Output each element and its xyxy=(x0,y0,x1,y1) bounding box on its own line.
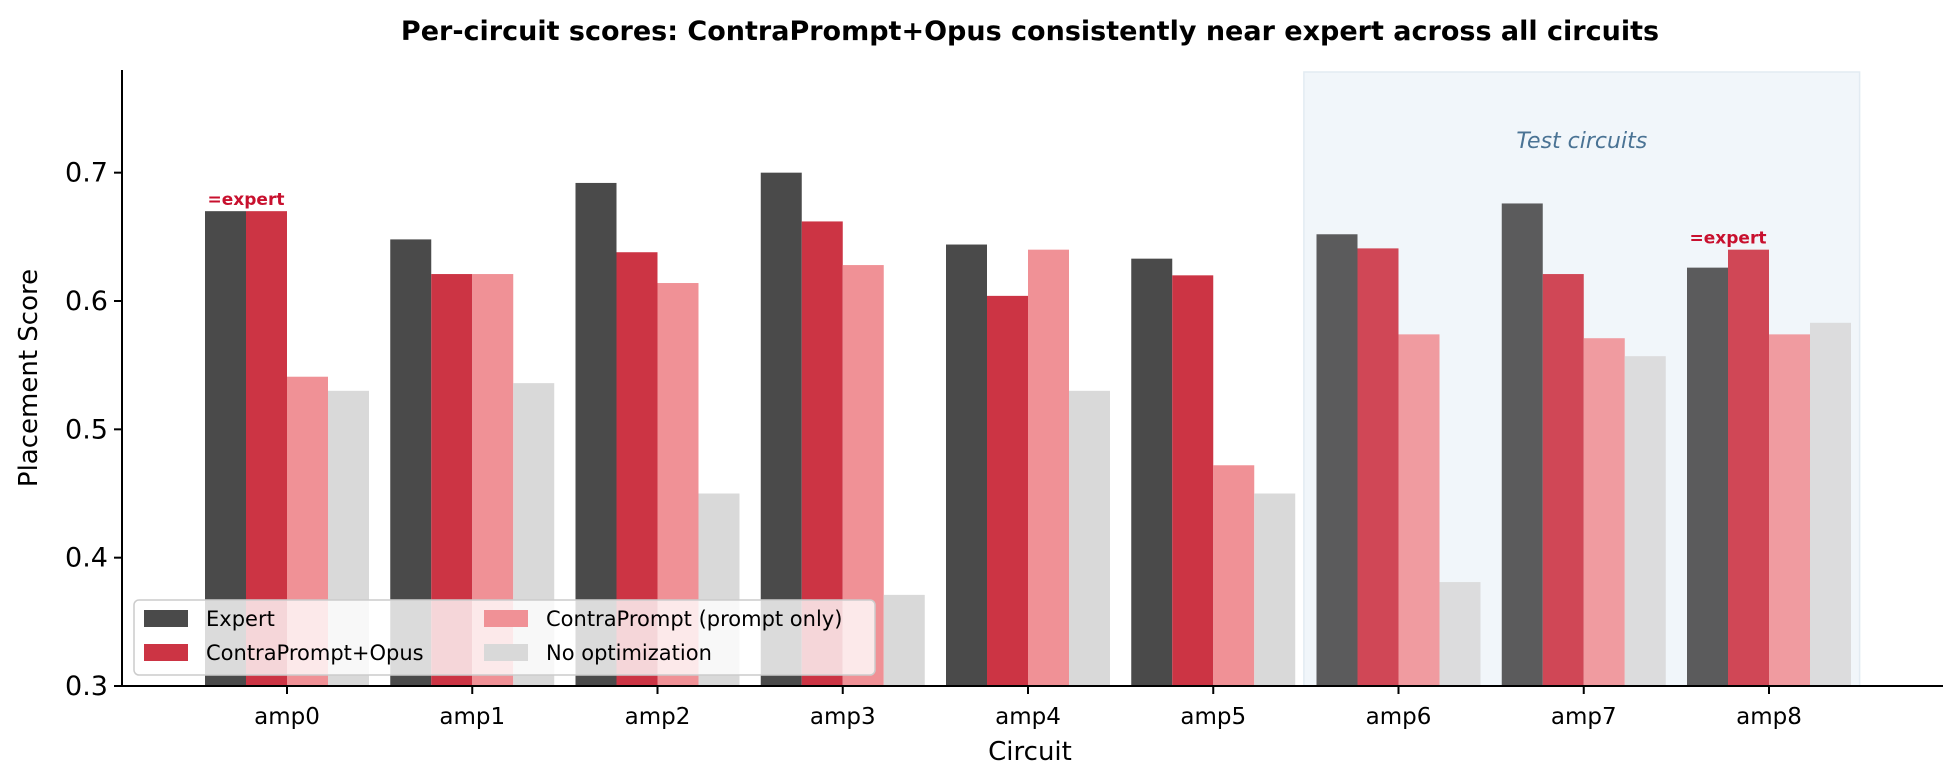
bar-no-optimization-amp7 xyxy=(1624,356,1666,686)
bar-contraprompt-prompt-only-amp4 xyxy=(1028,249,1069,686)
y-tick-label: 0.7 xyxy=(65,158,108,189)
bar-no-optimization-amp5 xyxy=(1254,493,1296,686)
annotation-amp8: =expert xyxy=(1690,229,1767,249)
bar-no-optimization-amp3 xyxy=(883,594,925,686)
bar-expert-amp4 xyxy=(946,244,987,687)
legend-label: No optimization xyxy=(546,641,712,665)
x-tick-label: amp6 xyxy=(1366,704,1432,730)
legend-label: Expert xyxy=(206,607,275,631)
bar-no-optimization-amp4 xyxy=(1069,390,1110,686)
axes: 0.3 0.4 0.5 0.6 0.7 amp0 amp1 amp2 amp3 amp4 amp5 a… xyxy=(65,70,1943,730)
bar-no-optimization-amp6 xyxy=(1439,582,1481,686)
x-tick-label: amp3 xyxy=(810,704,876,730)
x-tick-label: amp2 xyxy=(625,704,691,730)
legend-box xyxy=(133,599,876,676)
y-tick-label: 0.4 xyxy=(65,543,108,574)
x-tick-label: amp5 xyxy=(1180,704,1246,730)
annotations: =expert =expert xyxy=(208,190,1767,249)
bar-expert-amp8 xyxy=(1687,267,1728,686)
y-tick-label: 0.5 xyxy=(65,414,108,445)
annotation-amp0: =expert xyxy=(208,190,285,210)
bar-expert-amp5 xyxy=(1131,258,1173,686)
legend-label: ContraPrompt (prompt only) xyxy=(546,607,842,631)
x-axis-label: Circuit xyxy=(988,737,1072,767)
bar-contraprompt-prompt-only-amp5 xyxy=(1213,465,1255,686)
legend-swatch xyxy=(484,644,528,661)
bar-contraprompt-prompt-only-amp7 xyxy=(1583,338,1625,686)
x-tick-label: amp8 xyxy=(1736,704,1802,730)
bar-contraprompt-opus-amp7 xyxy=(1542,274,1584,686)
bar-no-optimization-amp8 xyxy=(1810,322,1851,686)
bar-contraprompt-prompt-only-amp6 xyxy=(1398,334,1440,686)
legend-label: ContraPrompt+Opus xyxy=(206,641,424,665)
bar-contraprompt-opus-amp4 xyxy=(987,295,1028,686)
test-region-label: Test circuits xyxy=(1516,129,1647,154)
y-axis-label: Placement Score xyxy=(14,269,44,487)
legend-swatch xyxy=(144,610,188,627)
x-tick-label: amp4 xyxy=(995,704,1061,730)
bar-contraprompt-opus-amp5 xyxy=(1172,275,1214,686)
chart-title: Per-circuit scores: ContraPrompt+Opus co… xyxy=(401,16,1659,47)
y-tick-label: 0.3 xyxy=(65,671,108,702)
y-tick-label: 0.6 xyxy=(65,286,108,317)
legend-swatch xyxy=(484,610,528,627)
legend-swatch xyxy=(144,644,188,661)
x-tick-label: amp0 xyxy=(254,704,320,730)
legend: Expert ContraPrompt+Opus ContraPrompt (pro… xyxy=(133,599,876,676)
x-tick-label: amp7 xyxy=(1551,704,1617,730)
bar-expert-amp6 xyxy=(1316,234,1358,686)
bar-contraprompt-prompt-only-amp8 xyxy=(1769,334,1810,686)
x-tick-label: amp1 xyxy=(439,704,505,730)
bar-contraprompt-opus-amp6 xyxy=(1357,248,1399,686)
bar-expert-amp7 xyxy=(1501,203,1543,686)
bar-contraprompt-opus-amp8 xyxy=(1728,249,1769,686)
